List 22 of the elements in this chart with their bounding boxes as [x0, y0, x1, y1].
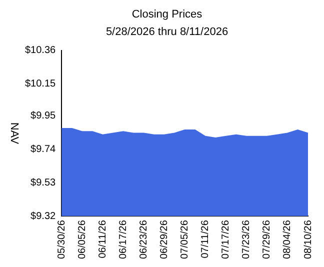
x-tick-label: 07/29/26 [262, 220, 273, 260]
x-tick-label: 06/17/26 [118, 220, 129, 260]
x-tick-label: 06/11/26 [97, 220, 108, 258]
x-tick-label: 07/23/26 [241, 220, 252, 260]
x-tick-label: 07/17/26 [220, 220, 232, 260]
y-tick-label: $10.15 [24, 78, 56, 90]
x-tick-label: 07/11/26 [200, 220, 212, 258]
chart-title: Closing Prices [132, 8, 203, 21]
x-tick-label: 06/29/26 [159, 220, 170, 260]
y-tick-label: $9.74 [30, 144, 56, 155]
x-tick-label: 08/10/26 [302, 220, 314, 260]
chart-subtitle: 5/28/2026 thru 8/11/2026 [106, 26, 228, 38]
x-tick-label: 06/23/26 [138, 220, 150, 260]
x-tick-label: 07/05/26 [180, 220, 191, 260]
x-tick-label: 05/30/26 [56, 220, 68, 260]
x-tick-label: 08/04/26 [282, 220, 294, 260]
y-tick-label: $9.32 [30, 210, 56, 222]
y-tick-label: $10.36 [24, 45, 56, 56]
y-axis-title: NAV [8, 122, 20, 145]
y-tick-label: $9.95 [30, 110, 56, 122]
x-tick-label: 06/05/26 [76, 220, 88, 260]
y-tick-label: $9.53 [30, 177, 56, 188]
